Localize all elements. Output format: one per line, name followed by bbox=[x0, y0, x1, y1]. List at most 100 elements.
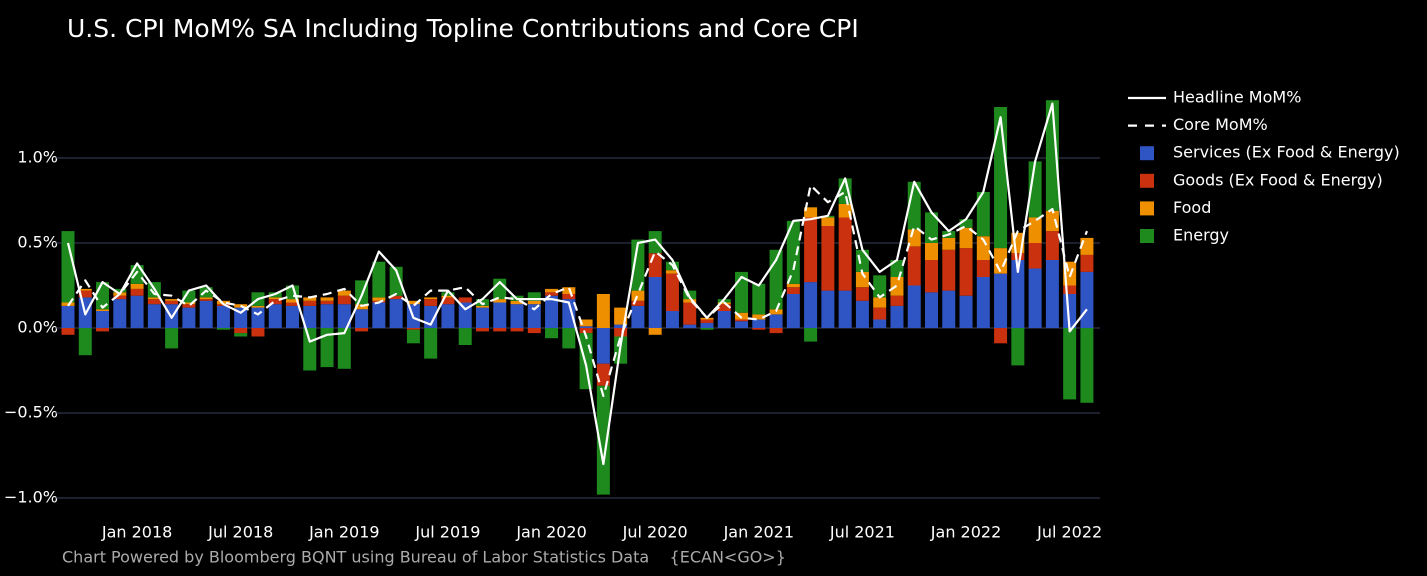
bar bbox=[389, 266, 403, 296]
bar bbox=[614, 324, 628, 328]
bar bbox=[596, 294, 610, 328]
bar bbox=[873, 297, 887, 308]
bar bbox=[976, 277, 990, 328]
bar bbox=[441, 304, 455, 328]
legend-label: Headline MoM% bbox=[1173, 88, 1301, 107]
bar bbox=[165, 300, 179, 305]
bar bbox=[545, 292, 559, 296]
x-tick-label: Jan 2018 bbox=[101, 523, 172, 542]
bar bbox=[337, 328, 351, 369]
bar bbox=[1011, 253, 1025, 260]
bar bbox=[234, 307, 248, 328]
bar bbox=[268, 297, 282, 300]
bar bbox=[717, 311, 731, 328]
bar bbox=[61, 328, 75, 335]
bar bbox=[130, 288, 144, 296]
bar bbox=[614, 328, 628, 337]
bar bbox=[648, 231, 662, 254]
bar bbox=[303, 328, 317, 371]
bar bbox=[596, 385, 610, 495]
bar bbox=[96, 311, 110, 328]
y-tick-label: −1.0% bbox=[4, 488, 58, 507]
bar bbox=[320, 300, 334, 305]
bar bbox=[113, 288, 127, 293]
bar bbox=[475, 305, 489, 308]
bar bbox=[303, 305, 317, 328]
bar bbox=[959, 248, 973, 296]
bar bbox=[717, 304, 731, 311]
bar bbox=[683, 299, 697, 303]
bar bbox=[873, 319, 887, 328]
x-tick-label: Jan 2022 bbox=[930, 523, 1001, 542]
bar bbox=[510, 304, 524, 328]
bar bbox=[1028, 268, 1042, 328]
bar bbox=[752, 328, 766, 330]
bar bbox=[1045, 210, 1059, 232]
bar bbox=[475, 307, 489, 328]
chart-title: U.S. CPI MoM% SA Including Topline Contr… bbox=[67, 14, 859, 43]
bar bbox=[821, 290, 835, 328]
bar bbox=[855, 300, 869, 328]
bar bbox=[925, 292, 938, 328]
bar bbox=[700, 328, 714, 330]
bar bbox=[596, 328, 610, 364]
legend-label: Services (Ex Food & Energy) bbox=[1173, 143, 1400, 162]
bar bbox=[130, 265, 144, 284]
bar bbox=[631, 239, 645, 291]
bar bbox=[925, 260, 938, 293]
bar bbox=[113, 295, 127, 300]
x-tick-label: Jul 2020 bbox=[622, 523, 688, 542]
bar bbox=[838, 217, 852, 291]
bar bbox=[873, 307, 887, 320]
bar bbox=[424, 299, 438, 306]
bar bbox=[286, 302, 300, 306]
bar bbox=[994, 328, 1008, 344]
bar bbox=[855, 287, 869, 301]
bar bbox=[199, 297, 213, 300]
bar bbox=[337, 304, 351, 328]
bar bbox=[251, 307, 265, 328]
bar bbox=[838, 203, 852, 218]
bar bbox=[907, 285, 921, 328]
line-series bbox=[67, 184, 1088, 398]
bar bbox=[372, 297, 386, 301]
bar bbox=[527, 292, 541, 301]
bar bbox=[1045, 231, 1059, 260]
bar bbox=[182, 307, 196, 328]
bar bbox=[96, 328, 110, 332]
bar bbox=[890, 305, 904, 328]
bar bbox=[303, 297, 317, 301]
bar bbox=[165, 299, 179, 301]
bar bbox=[648, 328, 662, 335]
bar bbox=[286, 299, 300, 303]
bar bbox=[717, 299, 731, 303]
bar bbox=[389, 295, 403, 300]
bar bbox=[942, 249, 956, 291]
bar bbox=[216, 305, 230, 328]
x-tick-label: Jul 2018 bbox=[207, 523, 273, 542]
bar bbox=[1011, 260, 1025, 328]
bar bbox=[648, 253, 662, 277]
x-tick-label: Jul 2021 bbox=[829, 523, 895, 542]
bar bbox=[735, 321, 749, 328]
bar bbox=[786, 287, 800, 294]
bar bbox=[216, 328, 230, 330]
bar bbox=[113, 299, 127, 328]
bar bbox=[700, 322, 714, 328]
bar bbox=[631, 300, 645, 306]
x-tick-label: Jan 2020 bbox=[515, 523, 586, 542]
bar bbox=[510, 328, 524, 332]
bar bbox=[804, 217, 818, 283]
bar bbox=[406, 329, 420, 344]
bar bbox=[1045, 100, 1059, 211]
bar bbox=[976, 260, 990, 277]
bar bbox=[648, 277, 662, 328]
bar bbox=[372, 261, 386, 298]
bar bbox=[337, 290, 351, 296]
bar bbox=[752, 283, 766, 315]
bar bbox=[562, 299, 576, 328]
bar bbox=[665, 270, 679, 274]
bar bbox=[700, 319, 714, 323]
bar bbox=[165, 328, 179, 349]
